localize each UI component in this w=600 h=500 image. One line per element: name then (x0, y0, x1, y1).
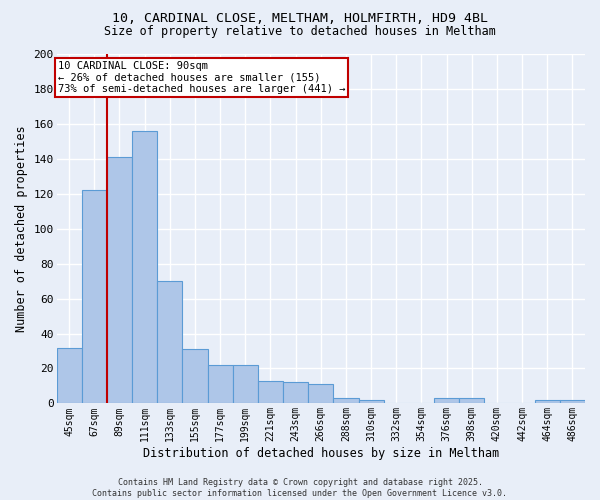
Bar (459, 398, 484, 404)
Bar (535, 400, 560, 404)
Bar (182, 350, 208, 404)
Bar (308, 384, 334, 404)
Bar (132, 131, 157, 404)
Text: 10 CARDINAL CLOSE: 90sqm
← 26% of detached houses are smaller (155)
73% of semi-: 10 CARDINAL CLOSE: 90sqm ← 26% of detach… (58, 61, 346, 94)
Bar (283, 382, 308, 404)
Text: Size of property relative to detached houses in Meltham: Size of property relative to detached ho… (104, 25, 496, 38)
Y-axis label: Number of detached properties: Number of detached properties (15, 126, 28, 332)
Bar (334, 398, 359, 404)
Bar (434, 398, 459, 404)
Bar (359, 400, 383, 404)
Bar (208, 365, 233, 404)
Bar (107, 157, 132, 404)
Bar (560, 400, 585, 404)
Bar (258, 380, 283, 404)
Bar (82, 190, 107, 404)
Text: Contains HM Land Registry data © Crown copyright and database right 2025.
Contai: Contains HM Land Registry data © Crown c… (92, 478, 508, 498)
Bar (233, 365, 258, 404)
Text: 10, CARDINAL CLOSE, MELTHAM, HOLMFIRTH, HD9 4BL: 10, CARDINAL CLOSE, MELTHAM, HOLMFIRTH, … (112, 12, 488, 26)
Bar (56, 348, 82, 404)
X-axis label: Distribution of detached houses by size in Meltham: Distribution of detached houses by size … (143, 447, 499, 460)
Bar (157, 281, 182, 404)
